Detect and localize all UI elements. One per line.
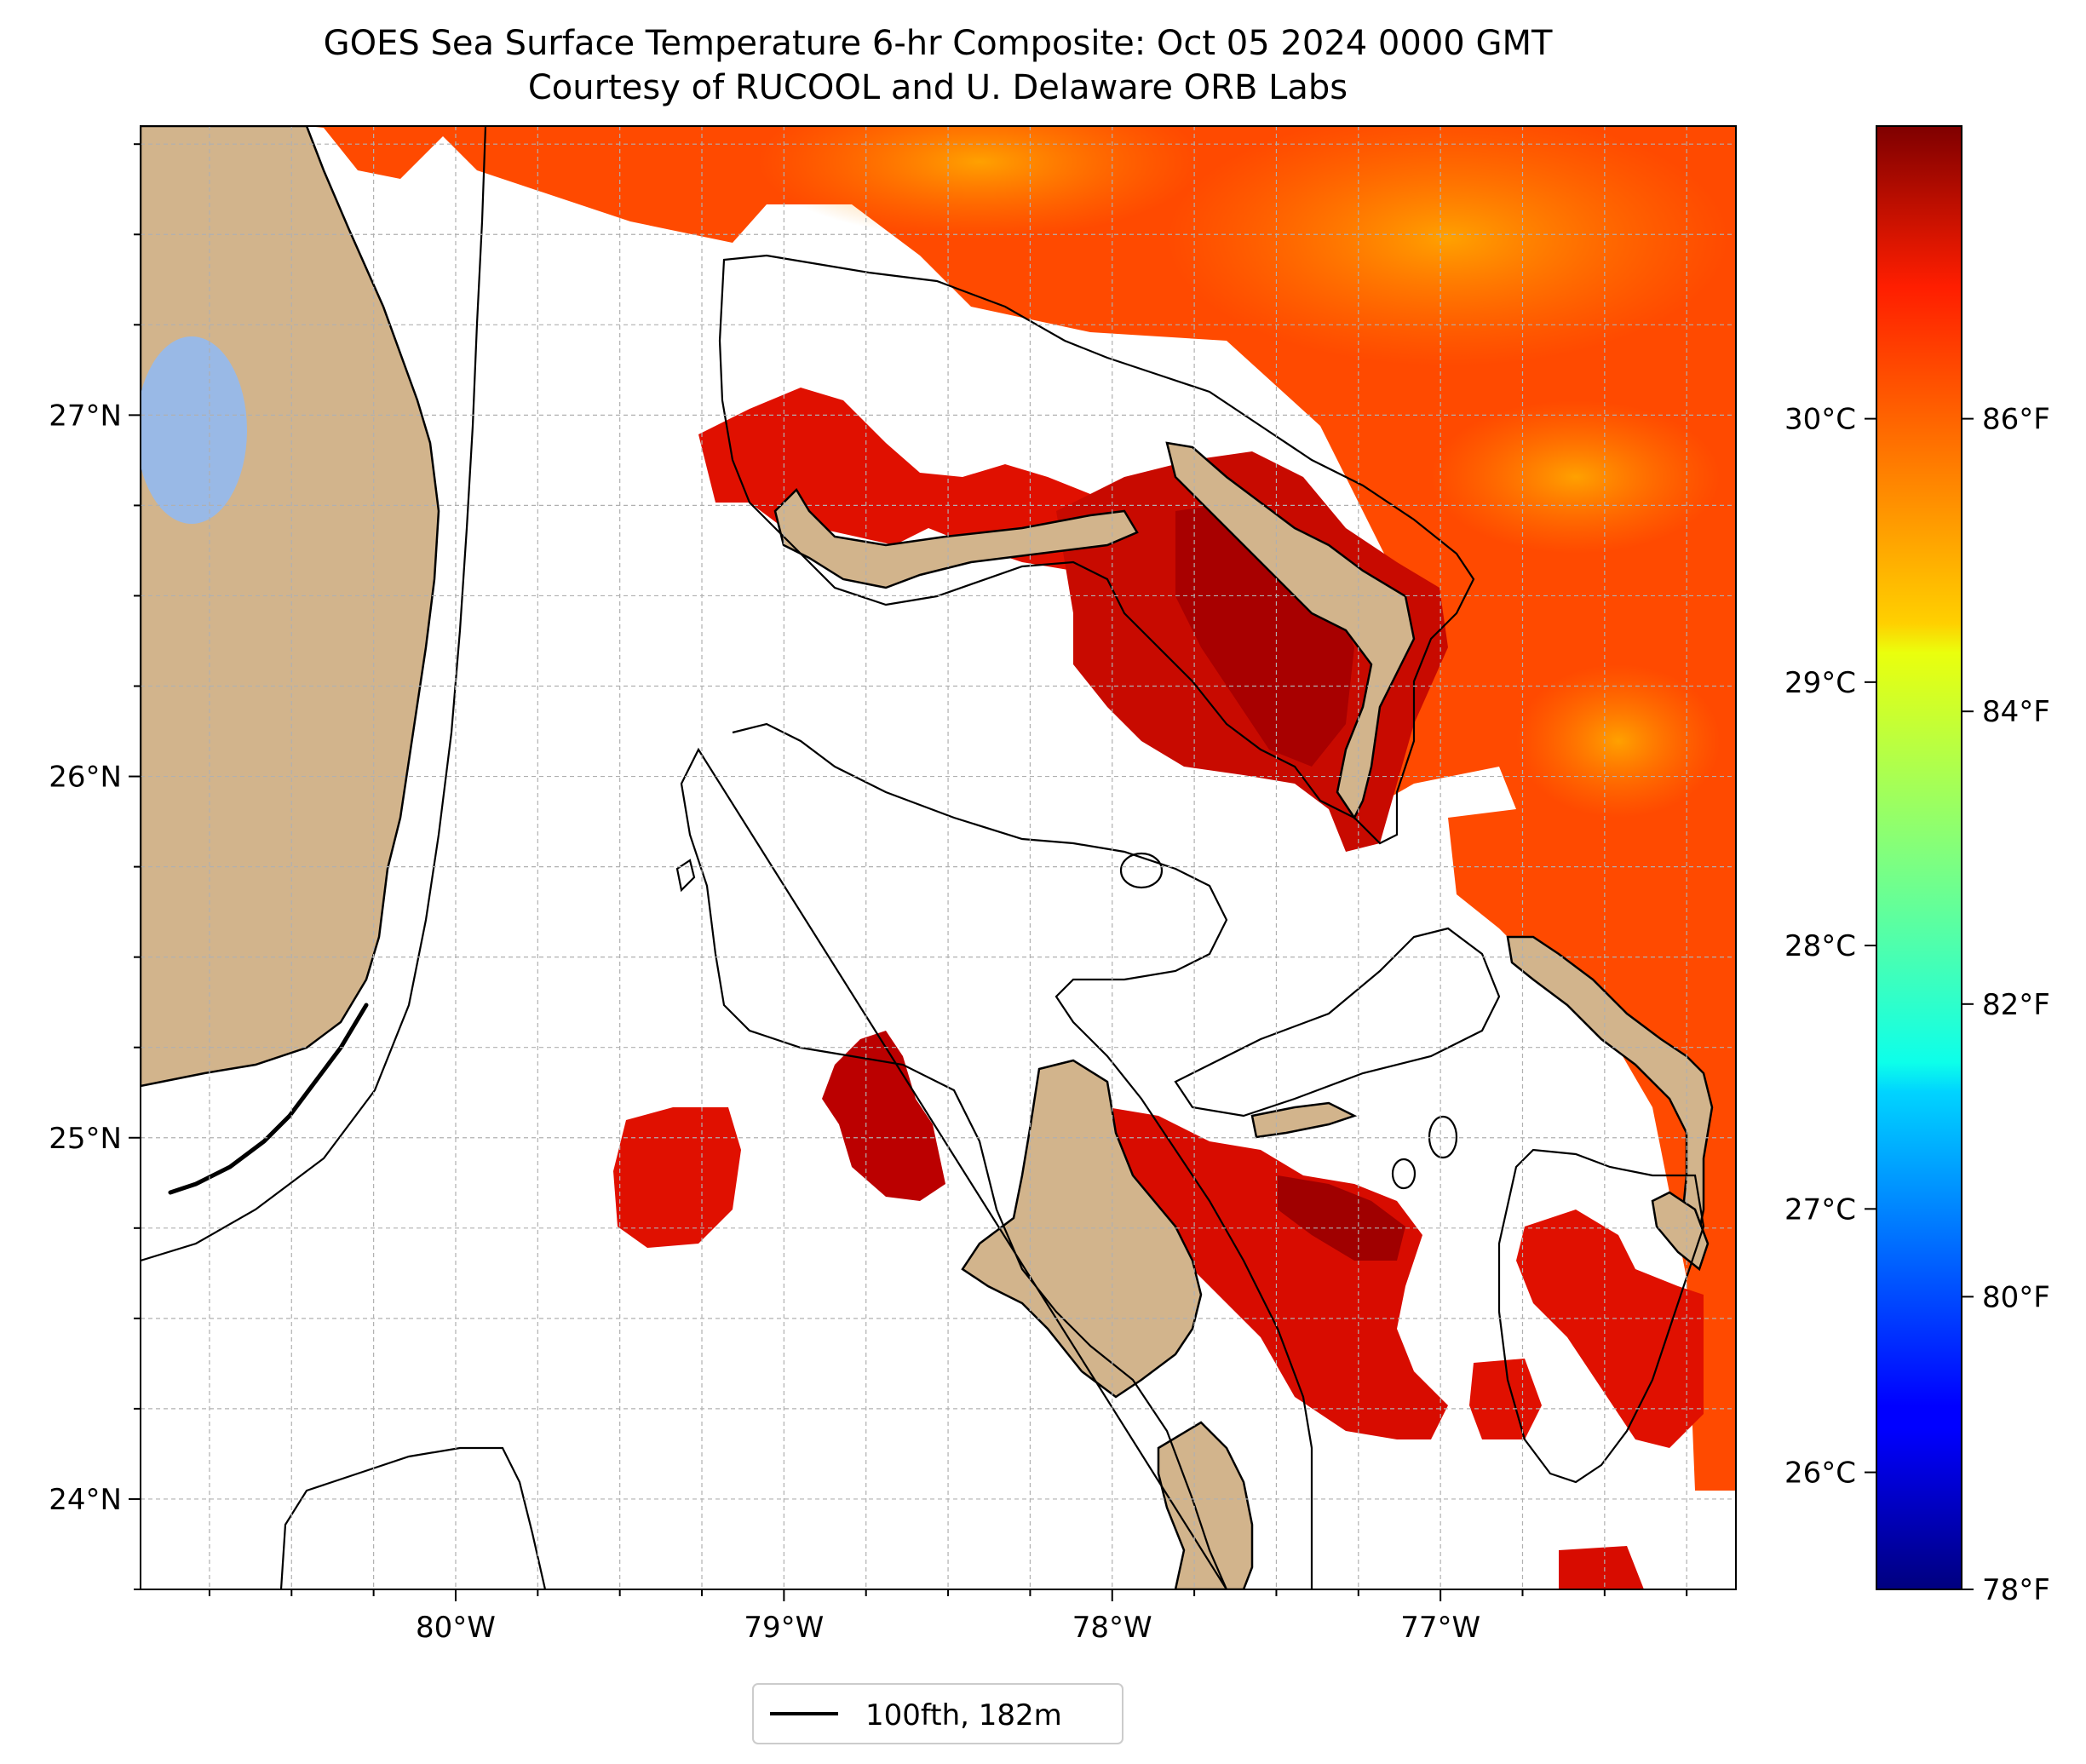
colorbar-c-label: 28°C	[1784, 929, 1856, 963]
legend-label: 100fth, 182m	[865, 1698, 1062, 1732]
sst-patch-bottom	[1559, 1546, 1644, 1589]
sst-warm-patch	[758, 126, 1201, 238]
sst-warm-patch	[1167, 126, 1729, 366]
isobath-exuma-sound	[1174, 927, 1501, 1118]
map-panel	[141, 126, 1736, 1589]
longitude-axis: 80°W 79°W 78°W 77°W	[208, 1589, 1688, 1645]
colorbar-c-label: 27°C	[1784, 1192, 1856, 1227]
isobath-tongue-of-ocean	[1497, 1148, 1705, 1484]
isobath-seamount	[1428, 1115, 1458, 1159]
sst-patch-bimini	[613, 1107, 741, 1248]
isobath-florida-straits	[141, 126, 487, 1262]
sst-field-north	[307, 126, 1736, 1491]
colorbar-f-label: 84°F	[1982, 695, 2050, 729]
legend: 100fth, 182m	[752, 1683, 1123, 1744]
map-title-line1: GOES Sea Surface Temperature 6-hr Compos…	[324, 24, 1553, 63]
sst-patch-small	[1469, 1359, 1542, 1439]
island-cat	[1651, 1191, 1710, 1272]
sst-warm-patch	[1516, 664, 1721, 818]
isobath-little-bahama-bank	[718, 254, 1475, 845]
island-andros-south	[1157, 1421, 1254, 1589]
lon-tick-label: 80°W	[416, 1611, 496, 1645]
florida-keys	[168, 1003, 369, 1195]
sst-patch-andros-core	[1278, 1175, 1405, 1261]
lake-okeechobee	[141, 336, 247, 524]
isobath-small-bank	[675, 859, 696, 893]
sst-patch-south-east	[1516, 1210, 1704, 1448]
isobath-bottom-bank	[279, 1446, 547, 1589]
colorbar-c-label: 30°C	[1784, 403, 1856, 437]
lat-tick-label: 25°N	[49, 1122, 122, 1156]
map-frame	[140, 125, 1737, 1590]
legend-box	[752, 1683, 1123, 1744]
isobath-seamount	[1391, 1158, 1417, 1190]
colorbar-celsius-axis: 26°C 27°C 28°C 29°C 30°C	[1784, 403, 1876, 1491]
colorbar-c-label: 29°C	[1784, 666, 1856, 700]
island-berry	[1250, 1101, 1358, 1139]
map-title-line2: Courtesy of RUCOOL and U. Delaware ORB L…	[528, 68, 1348, 107]
latitude-axis: 24°N 25°N 26°N 27°N	[49, 143, 141, 1590]
lat-tick-label: 24°N	[49, 1483, 122, 1517]
isobath-great-bahama-bank	[680, 722, 1313, 1589]
lon-tick-label: 77°W	[1400, 1611, 1480, 1645]
lon-tick-label: 79°W	[744, 1611, 824, 1645]
lon-tick-label: 78°W	[1072, 1611, 1152, 1645]
colorbar-c-label: 26°C	[1784, 1457, 1856, 1491]
colorbar-f-label: 82°F	[1982, 988, 2050, 1022]
isobath-contours	[141, 126, 1705, 1589]
colorbar-gradient	[1876, 125, 1962, 1590]
gridlines	[141, 126, 1736, 1589]
colorbar-fahrenheit-axis: 78°F 80°F 82°F 84°F 86°F	[1962, 403, 2050, 1607]
lat-tick-label: 27°N	[49, 399, 122, 433]
colorbar-f-label: 78°F	[1982, 1573, 2050, 1607]
island-andros	[961, 1059, 1203, 1399]
isobath-seamount	[1119, 852, 1164, 889]
lat-tick-label: 26°N	[49, 761, 122, 795]
sst-warm-patch	[1431, 400, 1721, 554]
sst-patch-andros	[1107, 1107, 1448, 1439]
sst-patch-central	[822, 1031, 945, 1201]
colorbar-f-label: 80°F	[1982, 1280, 2050, 1314]
colorbar-f-label: 86°F	[1982, 403, 2050, 437]
